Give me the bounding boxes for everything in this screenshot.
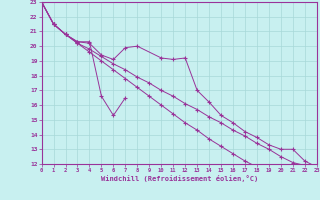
X-axis label: Windchill (Refroidissement éolien,°C): Windchill (Refroidissement éolien,°C)	[100, 175, 258, 182]
